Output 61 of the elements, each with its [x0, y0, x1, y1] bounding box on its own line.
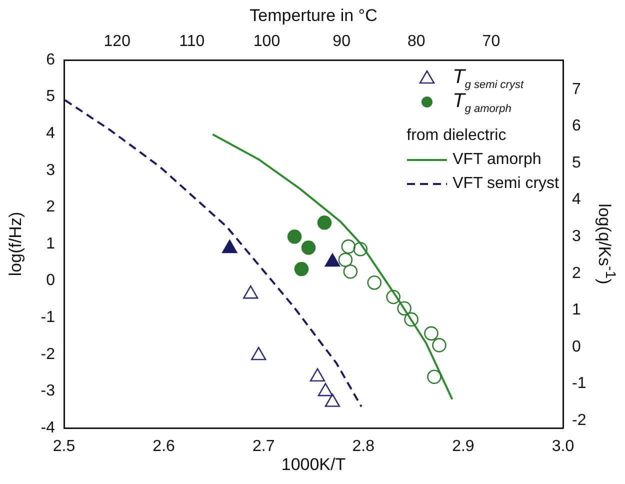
y2-tick-label: 7	[572, 80, 581, 98]
y-tick-label: -4	[40, 419, 56, 436]
x2-tick-label: 120	[104, 32, 131, 50]
point	[432, 338, 446, 352]
x2-axis-title: Temperture in °C	[250, 6, 378, 26]
x2-tick-label: 70	[482, 32, 500, 50]
point	[397, 301, 412, 316]
y2-tick-label: 5	[572, 154, 581, 172]
y2-tick-label: 3	[572, 228, 581, 246]
x-tick-label: 2.5	[52, 438, 76, 456]
legend-label: VFT semi cryst	[452, 175, 559, 193]
x2-tick-label: 80	[407, 32, 426, 50]
y-tick-label: -2	[40, 346, 56, 363]
y-tick-label: 0	[46, 272, 56, 290]
point	[341, 239, 356, 254]
y-axis-title: log(f/Hz)	[6, 212, 26, 276]
point	[386, 290, 400, 304]
point	[427, 370, 442, 384]
point	[324, 394, 340, 407]
x-tick-label: 2.9	[452, 438, 474, 456]
y-tick-label: -1	[40, 309, 56, 326]
point	[301, 240, 316, 255]
y-tick-label: 1	[46, 235, 56, 252]
x2-tick-label: 90	[332, 32, 351, 50]
y-tick-label: 2	[46, 198, 56, 216]
x-tick-label: 3.0	[552, 438, 574, 456]
y-tick-label: 6	[46, 51, 56, 68]
y-tick-label: 4	[46, 125, 56, 142]
x2-tick-label: 110	[179, 32, 205, 50]
legend-label: VFT amorph	[452, 151, 542, 169]
y2-tick-label: 0	[572, 338, 581, 356]
x-tick-label: 2.8	[352, 438, 375, 456]
y2-tick-label: 2	[572, 264, 581, 282]
point	[353, 242, 368, 256]
legend-label: T$_{g amorph}$	[452, 90, 512, 114]
y-tick-label: 3	[46, 162, 56, 179]
y-tick-label: 5	[46, 88, 56, 106]
point	[424, 326, 438, 341]
y2-tick-label: 4	[572, 191, 581, 208]
point	[294, 262, 309, 276]
point	[367, 275, 382, 290]
point	[338, 252, 353, 267]
point	[317, 216, 332, 230]
point	[318, 382, 334, 396]
legend-label: T$_{g semi cryst}$	[452, 66, 524, 90]
x-tick-label: 2.6	[152, 438, 176, 456]
x-tick-label: 2.7	[252, 438, 275, 456]
y2-tick-label: -1	[572, 375, 586, 392]
y2-tick-label: 6	[572, 118, 581, 135]
point	[287, 229, 302, 244]
y2-tick-label: 1	[572, 302, 581, 319]
y2-tick-label: -2	[572, 412, 586, 430]
point	[343, 264, 358, 279]
x-axis-title: 1000K/T	[281, 455, 346, 475]
point	[310, 368, 326, 382]
point	[251, 346, 266, 360]
line-series	[64, 99, 362, 408]
point	[404, 312, 418, 327]
legend-title: from dielectric	[406, 126, 508, 146]
x2-tick-label: 100	[253, 32, 280, 50]
y-tick-label: -3	[40, 382, 56, 400]
